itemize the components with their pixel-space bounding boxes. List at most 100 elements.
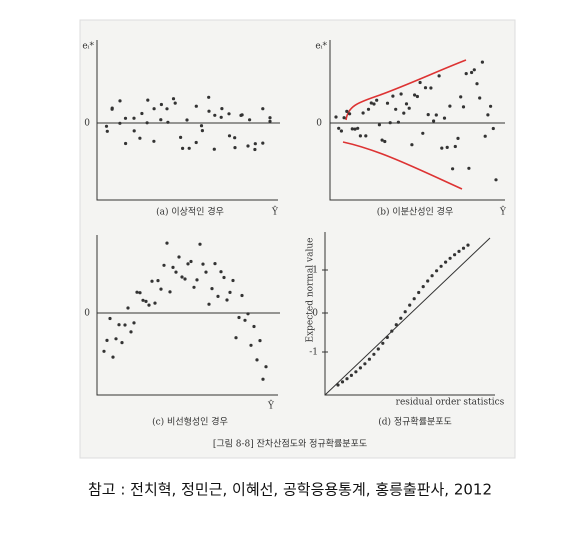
- dot: [345, 109, 349, 113]
- dot: [391, 94, 395, 98]
- dot: [126, 306, 130, 310]
- figure-caption: [그림 8-8] 잔차산점도와 정규확률분포도: [213, 438, 367, 450]
- dot: [423, 86, 428, 90]
- dot: [114, 337, 118, 341]
- dot: [358, 366, 362, 370]
- dot: [354, 370, 358, 374]
- dot: [186, 262, 190, 266]
- dot: [162, 263, 166, 267]
- tick-label: 1: [312, 266, 318, 276]
- dot: [404, 102, 409, 106]
- dot: [410, 143, 414, 147]
- dot: [104, 124, 109, 128]
- dot: [227, 134, 232, 138]
- dot: [180, 275, 184, 279]
- dot: [369, 101, 373, 105]
- x-label: Ŷ: [499, 206, 507, 218]
- dot: [152, 139, 156, 143]
- dot: [102, 349, 106, 353]
- dot: [470, 70, 474, 75]
- dot: [385, 335, 389, 339]
- dot: [348, 112, 352, 116]
- dot: [153, 301, 157, 305]
- dot: [448, 256, 452, 260]
- dot: [491, 126, 495, 131]
- dot: [361, 111, 365, 115]
- y-label: eᵢ*: [82, 42, 94, 52]
- dot: [138, 291, 142, 295]
- dot: [233, 136, 237, 140]
- dot: [383, 139, 387, 144]
- dot: [336, 383, 340, 387]
- dot: [117, 323, 121, 327]
- dot: [440, 146, 444, 150]
- panel-b: eᵢ* 0 Ŷ (b) 이분산성인 경우: [315, 40, 507, 218]
- dot: [123, 116, 128, 120]
- dot: [165, 107, 169, 111]
- dot: [494, 178, 498, 182]
- dot: [412, 297, 416, 301]
- dot: [376, 347, 380, 351]
- dot: [124, 141, 128, 146]
- y-label: Expected normal value: [306, 238, 316, 343]
- dots: [102, 241, 268, 381]
- dot: [486, 113, 490, 117]
- dot: [135, 290, 139, 294]
- dot: [213, 113, 217, 117]
- dot: [334, 115, 338, 119]
- zero-label: 0: [84, 119, 90, 129]
- caption: (d) 정규확률분포도: [378, 416, 452, 428]
- dot: [219, 115, 223, 119]
- dot: [394, 107, 398, 111]
- tick-label: -1: [309, 348, 318, 358]
- dot: [380, 138, 384, 142]
- dot: [185, 118, 189, 122]
- x-label: residual order statistics: [396, 398, 505, 408]
- dot: [467, 166, 471, 170]
- dot: [413, 93, 417, 97]
- dot: [118, 121, 122, 125]
- dot: [225, 298, 229, 302]
- dot: [478, 96, 482, 100]
- dot: [390, 329, 394, 333]
- dot: [249, 343, 253, 347]
- dot: [138, 136, 142, 140]
- dot: [435, 269, 439, 273]
- axes: [324, 232, 495, 396]
- dot: [227, 112, 231, 116]
- lower-bound: [342, 141, 463, 190]
- dot: [483, 134, 487, 138]
- tick-label: 0: [312, 309, 318, 319]
- dot: [356, 126, 360, 130]
- dot: [111, 355, 115, 359]
- dot: [187, 146, 191, 150]
- dot: [453, 253, 457, 257]
- dot: [402, 111, 406, 115]
- dot: [234, 336, 238, 340]
- dot: [189, 259, 193, 264]
- dot: [132, 321, 136, 325]
- dot: [141, 298, 145, 302]
- dot: [231, 278, 235, 283]
- dot: [396, 120, 400, 124]
- dot: [403, 310, 407, 314]
- dot: [363, 362, 367, 366]
- zero-label: 0: [316, 119, 322, 129]
- dot: [183, 277, 187, 281]
- dot: [144, 299, 148, 303]
- zero-label: 0: [84, 309, 90, 319]
- dot: [108, 316, 112, 321]
- dot: [434, 113, 438, 117]
- dot: [350, 127, 354, 131]
- dot: [337, 126, 341, 130]
- dot: [439, 264, 443, 268]
- dot: [243, 318, 247, 322]
- dot: [207, 95, 211, 99]
- x-label: Ŷ: [271, 206, 279, 218]
- dot: [171, 265, 175, 269]
- dot: [171, 97, 176, 101]
- dot: [353, 127, 357, 131]
- dot: [264, 365, 268, 369]
- dot: [451, 167, 455, 171]
- dot: [140, 111, 144, 116]
